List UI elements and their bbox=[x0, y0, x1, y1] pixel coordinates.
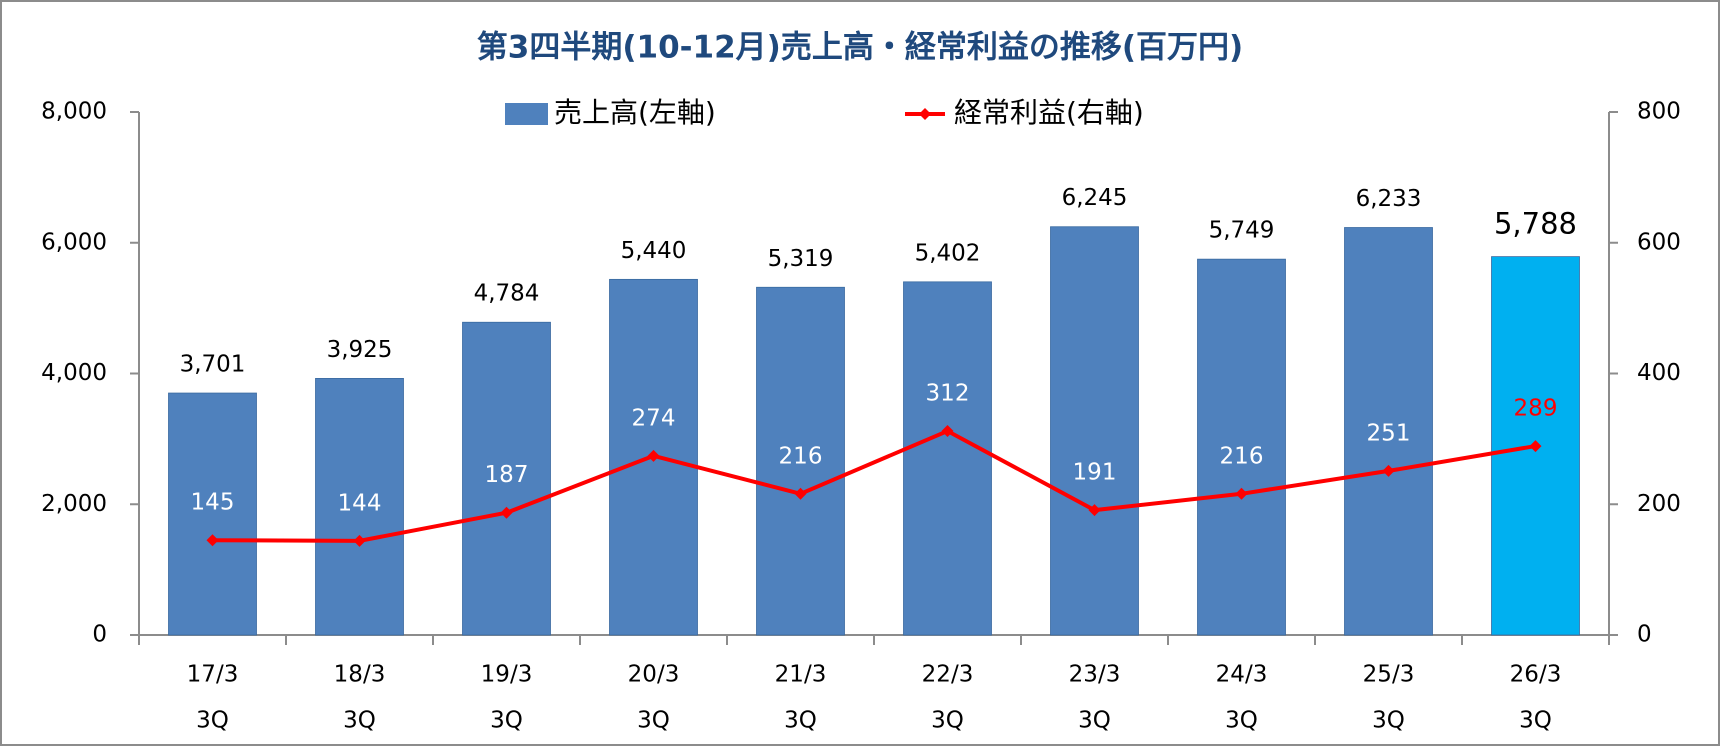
y2-tick-label: 200 bbox=[1637, 491, 1681, 517]
x-tick-label: 3Q bbox=[637, 708, 670, 734]
line-marker bbox=[353, 534, 366, 547]
line-value-label: 274 bbox=[632, 405, 676, 431]
bar-value-label: 5,788 bbox=[1494, 207, 1577, 241]
x-tick-label: 3Q bbox=[1078, 708, 1111, 734]
x-tick-label: 3Q bbox=[490, 708, 523, 734]
x-tick-label: 3Q bbox=[196, 708, 229, 734]
bar-value-label: 6,233 bbox=[1356, 186, 1422, 212]
bar-value-label: 5,749 bbox=[1209, 218, 1275, 244]
line-value-label: 312 bbox=[926, 381, 970, 407]
bar bbox=[168, 392, 257, 636]
x-tick-label: 3Q bbox=[1372, 708, 1405, 734]
x-tick-label: 22/3 bbox=[922, 662, 974, 688]
y2-tick-label: 400 bbox=[1637, 360, 1681, 386]
bar bbox=[1344, 227, 1433, 636]
y2-tick-label: 600 bbox=[1637, 229, 1681, 255]
bar-value-label: 3,701 bbox=[180, 352, 246, 378]
line-marker bbox=[647, 449, 660, 462]
x-tick-label: 20/3 bbox=[628, 662, 680, 688]
bar-value-label: 5,402 bbox=[915, 240, 981, 266]
chart-title: 第3四半期(10-12月)売上高・経常利益の推移(百万円) bbox=[477, 30, 1243, 66]
bar-value-label: 5,319 bbox=[768, 246, 834, 272]
line-marker bbox=[1529, 440, 1542, 453]
line-marker bbox=[1382, 464, 1395, 477]
legend-label: 経常利益(右軸) bbox=[954, 96, 1144, 129]
line-value-label: 289 bbox=[1514, 396, 1558, 422]
y2-tick-label: 0 bbox=[1637, 622, 1652, 648]
y-tick-label: 6,000 bbox=[41, 229, 107, 255]
legend-label: 売上高(左軸) bbox=[554, 96, 716, 129]
x-tick-label: 26/3 bbox=[1510, 662, 1562, 688]
x-tick-label: 3Q bbox=[931, 708, 964, 734]
y-tick-label: 4,000 bbox=[41, 360, 107, 386]
bar bbox=[756, 286, 845, 636]
line-marker bbox=[1235, 487, 1248, 500]
x-tick-label: 3Q bbox=[784, 708, 817, 734]
bar bbox=[903, 281, 992, 636]
bar-value-label: 6,245 bbox=[1062, 185, 1128, 211]
bar bbox=[1197, 258, 1286, 636]
x-tick-label: 3Q bbox=[343, 708, 376, 734]
line bbox=[212, 428, 1536, 543]
x-tick-label: 23/3 bbox=[1069, 662, 1121, 688]
line-marker bbox=[206, 534, 219, 547]
line-marker bbox=[1088, 504, 1101, 517]
bar bbox=[462, 321, 551, 636]
line-value-label: 144 bbox=[338, 490, 382, 516]
x-tick-label: 24/3 bbox=[1216, 662, 1268, 688]
line-value-label: 145 bbox=[191, 490, 235, 516]
x-tick-label: 18/3 bbox=[334, 662, 386, 688]
x-tick-label: 17/3 bbox=[187, 662, 239, 688]
y-tick-label: 0 bbox=[92, 622, 107, 648]
line-marker bbox=[941, 425, 954, 438]
legend-marker bbox=[919, 108, 931, 120]
x-tick-label: 25/3 bbox=[1363, 662, 1415, 688]
x-tick-label: 3Q bbox=[1519, 708, 1552, 734]
bar bbox=[315, 378, 404, 636]
x-tick-label: 19/3 bbox=[481, 662, 533, 688]
line-marker bbox=[794, 487, 807, 500]
y-tick-label: 8,000 bbox=[41, 99, 107, 125]
line-value-label: 191 bbox=[1073, 460, 1117, 486]
line-value-label: 216 bbox=[779, 443, 823, 469]
bar bbox=[1050, 226, 1139, 636]
x-tick-label: 3Q bbox=[1225, 708, 1258, 734]
bar-value-label: 4,784 bbox=[474, 281, 540, 307]
line-marker bbox=[500, 506, 513, 519]
line-value-label: 251 bbox=[1367, 420, 1411, 446]
line-value-label: 216 bbox=[1220, 443, 1264, 469]
x-tick-label: 21/3 bbox=[775, 662, 827, 688]
bar-value-label: 5,440 bbox=[621, 238, 687, 264]
y-tick-label: 2,000 bbox=[41, 491, 107, 517]
legend-swatch bbox=[505, 103, 548, 125]
y2-tick-label: 800 bbox=[1637, 99, 1681, 125]
bar-value-label: 3,925 bbox=[327, 337, 393, 363]
line-value-label: 187 bbox=[485, 462, 529, 488]
